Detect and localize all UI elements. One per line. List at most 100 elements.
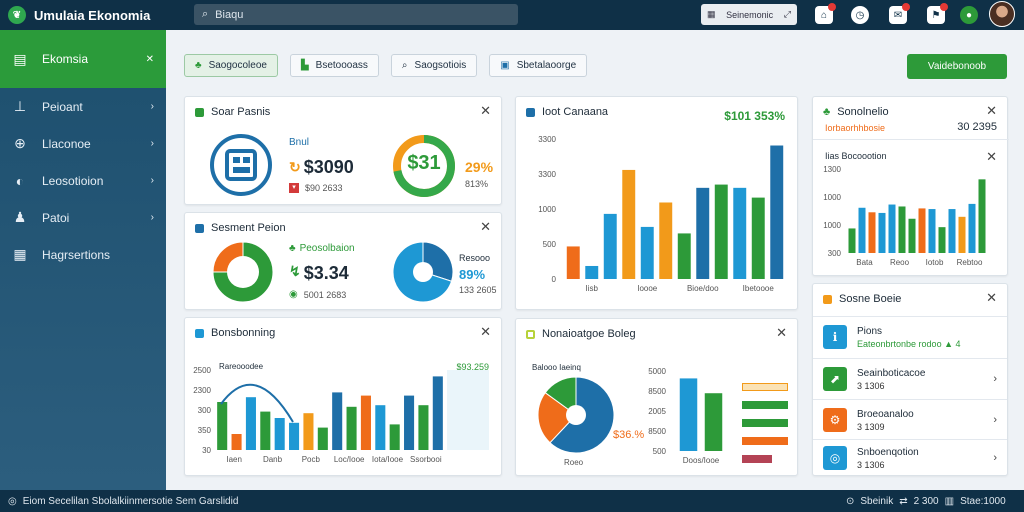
y-tick-label: 3300 (538, 135, 556, 144)
card-marker (526, 107, 535, 117)
card-subtitle: Bnul (289, 137, 310, 148)
list-item[interactable]: ℹ Pions Eateonbrtonbe rodoo ▲ 4 (813, 316, 1007, 357)
sidebar-item-leosotioion[interactable]: ◐ Leosotioion › (0, 162, 166, 199)
message-icon[interactable]: ✉ (889, 3, 910, 24)
chart-bar (332, 392, 343, 450)
chevron-right-icon[interactable]: › (993, 414, 997, 426)
check-icon: ◉ (289, 289, 298, 300)
tab-sbetalaoorge[interactable]: ▣ Sbetalaoorge (489, 54, 588, 77)
chart-bar (418, 405, 429, 450)
y-tick-label: 1000 (538, 205, 556, 214)
card-change: $90 2633 (305, 183, 343, 193)
alert-icon[interactable]: ⚑ (927, 3, 948, 24)
chart-bar (659, 202, 673, 279)
list-item[interactable]: ◎ Snboenqotion 3 1306 › (813, 439, 1007, 476)
card-title: Nonaioatgoe Boleg (542, 328, 636, 340)
chart-bar (928, 209, 936, 253)
list-item-sub: 3 1306 (857, 380, 885, 391)
toolbar-button[interactable]: ▦ Seinemonic ⤢ (701, 4, 797, 25)
x-tick-label: Bioe/doo (687, 284, 719, 293)
clock-icon[interactable]: ◷ (851, 6, 869, 24)
card-title: Bonsbonning (211, 327, 276, 339)
list-item[interactable]: ⚙ Broeoanaloo 3 1309 › (813, 399, 1007, 440)
card-header: Ioot Canaana (526, 106, 608, 118)
chart-bar (603, 213, 617, 279)
donut-hole (227, 256, 259, 288)
search-input[interactable]: ⌕ Biaqu (194, 4, 518, 25)
card-marker (195, 223, 204, 233)
chart-bar (868, 212, 876, 253)
avatar[interactable] (989, 1, 1015, 27)
x-tick-label: Pocb (302, 455, 321, 464)
chart-bar (898, 206, 906, 253)
chevron-right-icon[interactable]: › (993, 373, 997, 385)
close-icon[interactable]: ✕ (776, 325, 787, 340)
close-icon[interactable]: ✕ (986, 290, 997, 305)
card-nonaioatgoe-boleg: Nonaioatgoe Boleg ✕ Balooo Iaeinq $36.% … (515, 318, 798, 476)
sidebar-item-ekomsia[interactable]: ▤ Ekomsia ✕ (0, 30, 166, 88)
tab-bsetoooass[interactable]: ▙ Bsetoooass (289, 54, 379, 77)
card-value: $3.34 (303, 263, 349, 283)
chart-bar (968, 203, 976, 253)
close-icon[interactable]: ✕ (480, 219, 491, 234)
grid-icon: ▦ (707, 9, 716, 19)
x-tick-label: Ssorbooi (410, 455, 442, 464)
notification-icon[interactable]: ⌂ (815, 3, 836, 24)
app-logo[interactable]: ❦ Umulaia Ekonomia (0, 6, 166, 24)
document-icon: ▣ (500, 60, 510, 71)
tab-saogocoleoe[interactable]: ♣ Saogocoleoe (184, 54, 278, 77)
tab-label: Saogsotiois (414, 60, 467, 71)
chart-legend: Balooo Iaeinq (532, 363, 581, 372)
close-icon[interactable]: ✕ (145, 53, 154, 65)
status-online-icon[interactable]: ● (960, 6, 978, 24)
chart-area-fill (447, 370, 489, 450)
logo-icon: ❦ (8, 6, 26, 24)
chart-bar (848, 228, 856, 253)
legend-swatch-orange-2 (742, 437, 788, 445)
swap-icon: ⇄ (899, 495, 908, 507)
card-header: Sesment Peion (195, 222, 286, 234)
chevron-right-icon[interactable]: › (993, 452, 997, 464)
chevron-right-icon: › (150, 101, 154, 112)
chart-bar (679, 378, 698, 451)
chart-bar (958, 216, 966, 253)
pie-sub: 133 2605 (459, 285, 497, 295)
flag-icon: ◐ (15, 172, 25, 189)
info-icon: ℹ (823, 325, 847, 349)
card-value: 30 2395 (957, 121, 997, 133)
bar-chart-sonolnelio: 1300 1000 1000 300 Bata Reoo Iotob Rebtoo (823, 165, 986, 267)
status-r3: Stae:1000 (960, 495, 1006, 507)
chart-bar (566, 246, 580, 279)
pie-slice (537, 391, 577, 444)
legend-swatch-green (742, 401, 788, 409)
close-icon[interactable]: ✕ (480, 324, 491, 339)
tab-saogsotiois[interactable]: ⌕ Saogsotiois (390, 54, 478, 77)
tab-bar: ♣ Saogocoleoe ▙ Bsetoooass ⌕ Saogsotiois ▣ S… (184, 54, 588, 77)
expand-icon: ⤢ (783, 9, 791, 19)
card-marker (195, 107, 204, 117)
chart-right-value: $93.259 (456, 362, 489, 372)
list-item-title: Snboenqotion (857, 446, 919, 458)
card-value: $3090 (303, 157, 354, 177)
chart-bar (375, 405, 386, 450)
chart-bar (751, 197, 765, 279)
search-icon: ⌕ (401, 60, 408, 71)
primary-button[interactable]: Vaidebonoob (907, 54, 1007, 79)
sidebar-item-peioant[interactable]: ⊥ Peioant › (0, 88, 166, 125)
inner-title: Iias Bocoootion (825, 151, 887, 161)
sidebar-item-llaconoe[interactable]: ⊕ Llaconoe › (0, 125, 166, 162)
chart-icon: ⬈ (823, 367, 847, 391)
trend-icon: ↯ (289, 263, 301, 279)
y-tick-label: 350 (198, 426, 212, 435)
y-tick-label: 1300 (823, 165, 841, 174)
bar-chart-nonaioatgoe: 5000 8500 2005 8500 500 Doos/Iooe (648, 367, 723, 465)
close-icon[interactable]: ✕ (986, 149, 997, 164)
sidebar-item-hagrsertions[interactable]: ▦ Hagrsertions (0, 236, 166, 273)
sidebar-item-patoi[interactable]: ♟ Patoi › (0, 199, 166, 236)
y-tick-label: 30 (202, 446, 211, 455)
chart-icon: ▙ (300, 60, 309, 71)
close-icon[interactable]: ✕ (986, 103, 997, 118)
chart-bar (858, 207, 866, 253)
list-item[interactable]: ⬈ Seainboticacoe 3 1306 › (813, 358, 1007, 399)
close-icon[interactable]: ✕ (480, 103, 491, 118)
